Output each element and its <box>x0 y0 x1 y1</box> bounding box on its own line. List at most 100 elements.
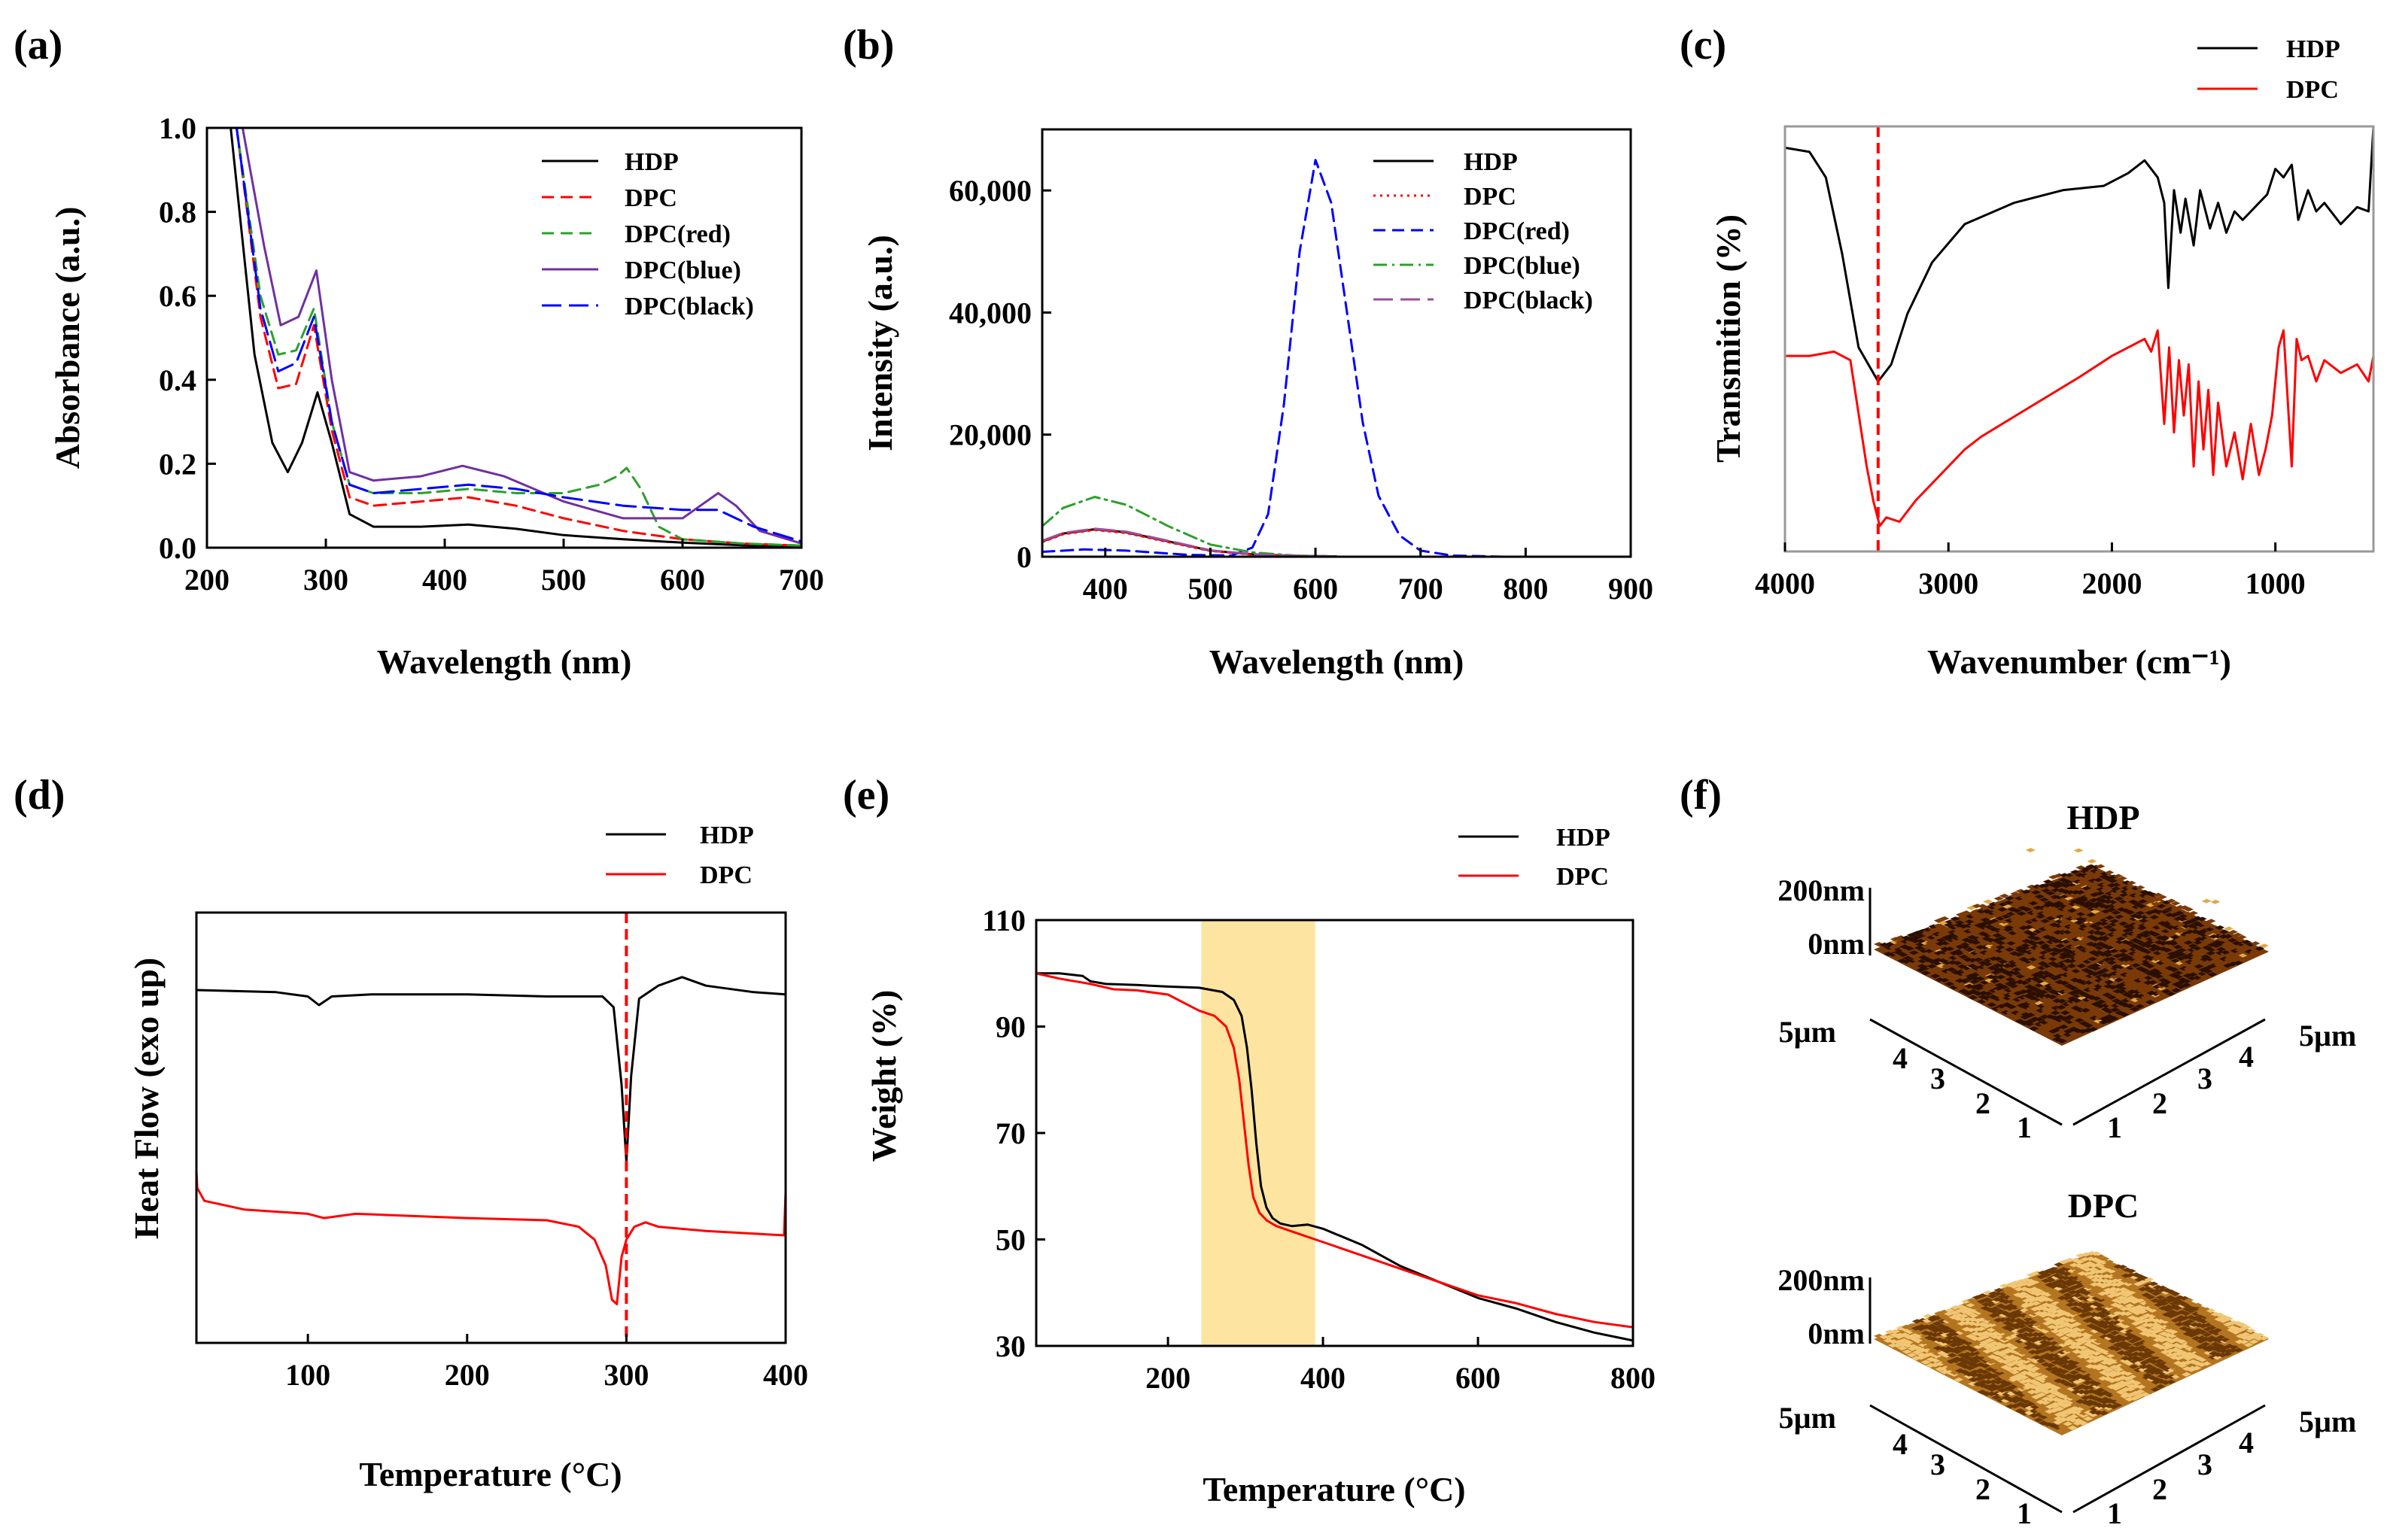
afm-surface-cell <box>2094 1010 2105 1015</box>
afm-surface-cell <box>2069 1370 2079 1375</box>
afm-surface-cell <box>2154 940 2164 945</box>
afm-surface-cell <box>2216 946 2226 952</box>
afm-surface-cell <box>2144 1277 2154 1282</box>
afm-surface-cell <box>1977 1293 1988 1299</box>
afm-surface-cell <box>2213 1323 2224 1329</box>
afm-surface-cell <box>2086 913 2097 917</box>
y-tick-label: 0.8 <box>159 196 196 229</box>
afm-surface-cell <box>2045 891 2056 896</box>
afm-surface-cell <box>2249 1339 2259 1344</box>
afm-surface-cell <box>2079 1366 2090 1371</box>
afm-surface-cell <box>1904 946 1914 951</box>
afm-surface-cell <box>2042 1317 2054 1322</box>
afm-surface-cell <box>2156 1344 2167 1350</box>
afm-surface-cell <box>2228 930 2238 934</box>
afm-surface-cell <box>2042 925 2054 931</box>
afm-surface-cell <box>2067 1383 2078 1388</box>
afm-surface-cell <box>1981 1302 1991 1307</box>
afm-surface-cell <box>2021 889 2031 895</box>
afm-surface-cell <box>2100 887 2111 892</box>
afm-surface-cell <box>2060 1302 2071 1307</box>
afm-surface-cell <box>1967 1317 1978 1322</box>
afm-surface-cell <box>2053 1416 2063 1421</box>
afm-surface-cell <box>2159 964 2170 970</box>
afm-surface-cell <box>2177 977 2188 983</box>
afm-surface-cell <box>2084 1368 2094 1373</box>
afm-surface-cell <box>2219 929 2230 934</box>
afm-surface-cell <box>1945 1335 1955 1341</box>
afm-surface-cell <box>2060 1280 2070 1286</box>
afm-surface-cell <box>2137 1340 2148 1345</box>
afm-surface-cell <box>2153 916 2163 922</box>
afm-surface-cell <box>2078 991 2088 996</box>
afm-surface-cell <box>2077 1295 2087 1301</box>
afm-surface-cell <box>1932 1345 1944 1350</box>
afm-surface-cell <box>2139 1276 2150 1281</box>
afm-surface-cell <box>2118 1341 2128 1346</box>
afm-surface-cell <box>2003 950 2014 955</box>
afm-surface-cell <box>1938 949 1950 955</box>
panel-label-b: (b) <box>843 22 894 68</box>
afm-surface-cell <box>1889 1332 1900 1338</box>
afm-surface-cell <box>1884 1335 1894 1340</box>
afm-surface-cell <box>1954 1341 1964 1347</box>
afm-surface-cell <box>2148 980 2158 985</box>
afm-surface-cell <box>2241 940 2252 944</box>
afm-surface-cell <box>2160 1298 2170 1303</box>
afm-surface-cell <box>2078 1338 2089 1344</box>
afm-surface-cell <box>2019 1308 2030 1313</box>
afm-surface-cell <box>1938 1338 1950 1344</box>
afm-surface-cell <box>1932 923 1943 928</box>
afm-surface-cell <box>2093 986 2103 992</box>
afm-surface-cell <box>1936 1323 1948 1329</box>
afm-surface-cell <box>1946 1329 1957 1334</box>
afm-surface-cell <box>2064 1338 2075 1344</box>
afm-surface-cell <box>2047 1384 2058 1390</box>
afm-surface-cell <box>2043 1421 2054 1427</box>
afm-surface-cell <box>2207 1359 2218 1365</box>
afm-surface-cell <box>1911 935 1922 940</box>
afm-surface-cell <box>2104 1014 2115 1019</box>
afm-surface-cell <box>2227 1325 2237 1330</box>
afm-surface-cell <box>2218 960 2228 965</box>
afm-surface-cell <box>2162 1336 2173 1341</box>
x-tick-label: 2000 <box>2081 566 2142 600</box>
afm-surface-cell <box>2049 922 2060 928</box>
afm-surface-cell <box>2124 1303 2135 1308</box>
afm-surface-cell <box>1966 1298 1977 1303</box>
afm-surface-cell <box>2046 1324 2057 1329</box>
afm-surface-cell <box>2143 1364 2154 1369</box>
afm-surface-cell <box>2024 1378 2034 1384</box>
afm-surface-cell <box>2116 1295 2127 1300</box>
afm-surface-cell <box>2218 1348 2228 1353</box>
afm-surface-cell <box>2051 1359 2061 1365</box>
afm-surface-cell <box>2063 983 2074 989</box>
afm-surface-cell <box>2002 904 2012 909</box>
afm-surface-cell <box>2178 917 2188 922</box>
afm-surface-cell <box>2224 926 2233 931</box>
afm-surface-cell <box>2078 1345 2088 1350</box>
afm-surface-cell <box>2095 864 2106 869</box>
afm-surface-cell <box>1905 1326 1916 1331</box>
afm-surface-cell <box>2123 946 2133 951</box>
afm-surface-cell <box>1986 938 1996 943</box>
afm-surface-cell <box>1982 961 1993 967</box>
afm-surface-cell <box>2010 891 2021 896</box>
afm-surface-cell <box>2015 1011 2026 1016</box>
afm-surface-cell <box>2141 989 2151 995</box>
afm-surface-cell <box>1969 1336 1981 1341</box>
afm-surface-cell <box>1965 1308 1975 1313</box>
afm-surface-cell <box>2146 990 2157 996</box>
afm-surface-cell <box>2224 1317 2233 1321</box>
afm-surface-cell <box>2234 947 2245 952</box>
afm-z-tick-0nm: 0nm <box>1808 927 1865 961</box>
afm-surface-cell <box>2051 968 2061 974</box>
afm-surface-cell <box>2227 937 2237 943</box>
afm-surface-cell <box>2132 922 2142 928</box>
afm-surface-cell <box>1926 964 1937 969</box>
afm-surface-cell <box>2008 1318 2018 1323</box>
legend-label: DPC <box>1464 183 1516 211</box>
afm-surface-cell <box>2142 1372 2153 1377</box>
afm-surface-cell <box>2140 933 2151 938</box>
afm-surface-cell <box>2224 947 2235 952</box>
